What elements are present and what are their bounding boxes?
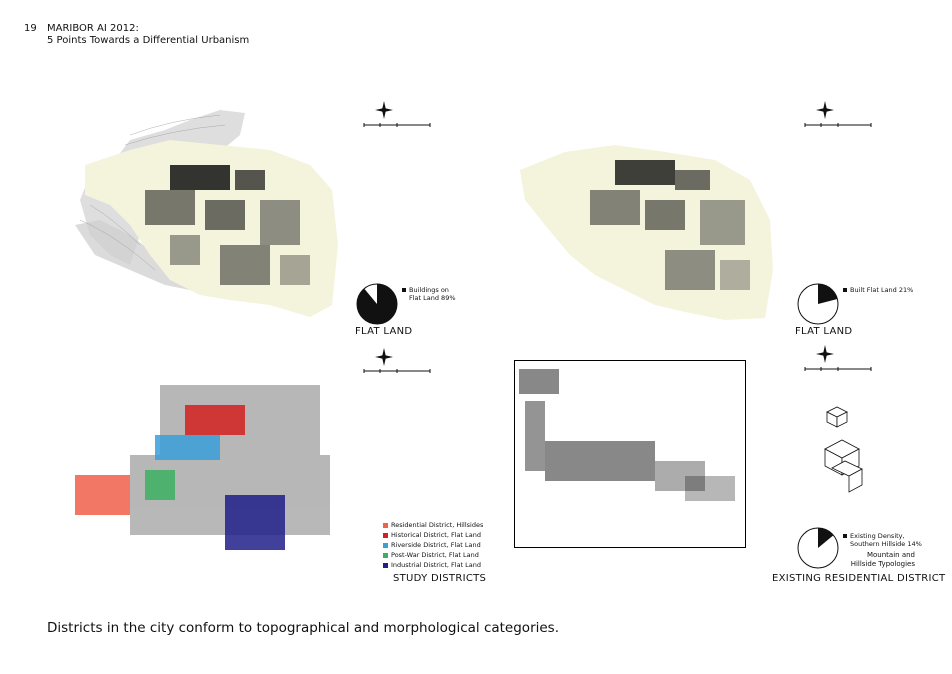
legend-item: Post-War District, Flat Land [383,550,483,560]
pie-legend-density: Existing Density, Southern Hillside 14% [843,532,922,548]
legend-item: Residential District, Hillsides [383,520,483,530]
north-arrow-icon [816,101,834,119]
pie-label-line-2: Flat Land 89% [409,294,456,302]
scale-bar-icon [804,123,872,127]
pie-label: Built Flat Land 21% [850,286,914,294]
scale-bar-icon [804,367,872,371]
typology-line-2: Hillside Typologies [850,560,915,568]
legend-item: Historical District, Flat Land [383,530,483,540]
flat-land-map-right [520,145,773,320]
legend-swatch [402,288,406,292]
pie-label-line-1: Buildings on [409,286,449,294]
legend-label: Historical District, Flat Land [391,531,481,539]
pie-chart-icon [356,283,398,325]
legend-swatch-3 [383,552,388,558]
pie-legend-left: Buildings on Flat Land 89% [402,286,456,302]
north-arrow-icon [375,348,393,366]
pie-legend-right: Built Flat Land 21% [843,286,913,294]
panel-caption-flat-land-left: FLAT LAND [355,326,413,337]
legend-label: Post-War District, Flat Land [391,551,479,559]
terrain-contours [79,114,226,271]
residential-district-map [519,369,735,501]
north-arrow-icon [375,101,393,119]
legend-swatch-0 [383,522,388,528]
scale-bar-icon [363,123,431,127]
legend-swatch-4 [383,562,388,568]
legend-label: Riverside District, Flat Land [391,541,481,549]
district-legend: Residential District, Hillsides Historic… [383,520,483,570]
pie-label-line-2: Southern Hillside 14% [850,540,922,548]
title-line-2: 5 Points Towards a Differential Urbanism [47,35,250,46]
building-footprints-left [145,165,310,285]
scale-bar-icon [363,369,431,373]
legend-item: Industrial District, Flat Land [383,560,483,570]
pie-slice-built [818,284,838,304]
terrain-south [75,220,190,290]
isometric-typology-icon [824,406,863,493]
building-footprints-right [590,160,750,290]
flat-land-map-left [75,110,338,317]
north-arrow-icon [816,345,834,363]
typology-line-1: Mountain and [866,551,915,559]
pie-label-line-1: Existing Density, [850,532,905,540]
footer-caption: Districts in the city conform to topogra… [47,620,559,636]
historical-district [185,405,245,435]
legend-label: Industrial District, Flat Land [391,561,482,569]
legend-swatch [843,534,847,538]
panel-caption-flat-land-right: FLAT LAND [795,326,853,337]
pie-chart-icon [797,527,839,569]
legend-swatch-2 [383,542,388,548]
study-districts-map [75,385,330,550]
page-title: MARIBOR AI 2012: 5 Points Towards a Diff… [47,23,249,47]
industrial-district [225,495,285,550]
legend-swatch [843,288,847,292]
legend-swatch-1 [383,532,388,538]
typology-label: Mountain and Hillside Typologies [843,551,915,569]
residential-footprints [519,369,735,501]
riverside-district [155,435,220,460]
title-line-1: MARIBOR AI 2012: [47,23,139,34]
legend-item: Riverside District, Flat Land [383,540,483,550]
residential-district-inset [514,360,746,548]
postwar-district [145,470,175,500]
panel-caption-study-districts: STUDY DISTRICTS [393,573,487,584]
page-number: 19 [24,23,37,34]
pie-slice-density [818,528,834,548]
legend-label: Residential District, Hillsides [391,521,484,529]
residential-hillside-district [75,475,130,515]
pie-chart-icon [797,283,839,325]
pie-slice-buildings [356,284,397,324]
panel-caption-existing-residential: EXISTING RESIDENTIAL DISTRICT [772,573,946,584]
